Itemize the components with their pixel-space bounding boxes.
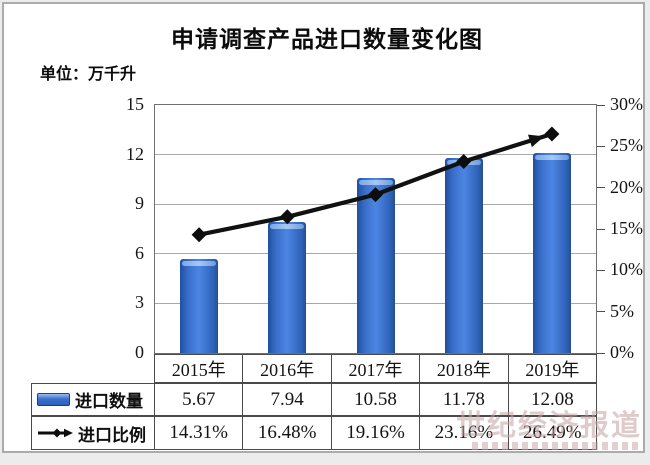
ratio-line <box>198 132 553 237</box>
right-axis-tick-label: 0% <box>610 342 634 362</box>
bar-2019年 <box>532 153 571 353</box>
table-value-cell: 7.94 <box>242 384 330 415</box>
right-axis-tick <box>597 145 605 147</box>
chart-title: 申请调查产品进口数量变化图 <box>171 26 483 52</box>
right-axis-tick-label: 10% <box>610 259 643 280</box>
table-value-cell: 10.58 <box>330 384 419 415</box>
data-point-2017年 <box>368 187 383 203</box>
legend-label: 进口比例 <box>78 425 146 445</box>
right-axis-tick <box>597 269 605 271</box>
table-value-cell: 11.78 <box>419 384 507 415</box>
table-value-cell: 23.16% <box>419 417 507 449</box>
right-axis-tick <box>597 104 605 106</box>
table-row-import-quantity: 进口数量 5.67 7.94 10.58 11.78 12.08 <box>31 383 597 416</box>
table-value-cell: 12.08 <box>507 384 596 415</box>
legend-cell: 进口数量 <box>32 384 154 415</box>
plot-area <box>154 104 597 354</box>
bar-2015年 <box>180 259 219 353</box>
legend-label: 进口数量 <box>75 392 143 411</box>
legend-cell: 进口比例 <box>32 417 154 449</box>
bar-2016年 <box>268 221 307 353</box>
left-axis-tick-label: 12 <box>126 143 144 164</box>
right-axis-tick-label: 15% <box>610 218 643 238</box>
bar-2018年 <box>444 158 483 353</box>
right-axis-tick-label: 25% <box>610 135 643 156</box>
right-axis-tick-label: 20% <box>610 176 643 197</box>
left-axis-tick-label: 6 <box>135 242 144 263</box>
right-axis-tick-label: 5% <box>610 300 634 321</box>
unit-label: 单位：万千升 <box>40 66 137 83</box>
left-axis-tick-label: 15 <box>126 94 144 114</box>
category-label: 2019年 <box>507 355 596 382</box>
left-axis-tick-label: 9 <box>135 193 144 214</box>
table-value-cell: 26.49% <box>507 417 596 449</box>
table-value-cell: 19.16% <box>330 417 419 449</box>
line-legend-swatch-icon <box>38 428 73 438</box>
bar-legend-swatch-icon <box>37 393 70 406</box>
category-label: 2017年 <box>330 355 419 382</box>
category-label: 2018年 <box>419 355 507 382</box>
right-axis-tick <box>597 187 605 189</box>
right-axis-tick <box>597 352 605 354</box>
left-axis-tick-label: 3 <box>135 292 144 313</box>
data-point-2016年 <box>279 209 295 225</box>
data-point-2015年 <box>191 227 207 243</box>
table-value-cell: 5.67 <box>154 384 242 415</box>
data-point-2019年 <box>544 126 560 142</box>
right-axis-tick-label: 30% <box>610 94 643 114</box>
line-series <box>191 126 560 243</box>
bar-2017年 <box>356 178 395 353</box>
table-value-cell: 14.31% <box>154 417 242 449</box>
data-point-2018年 <box>456 154 472 170</box>
category-label: 2015年 <box>171 359 226 380</box>
table-value-cell: 16.48% <box>242 417 330 449</box>
chart-card: 申请调查产品进口数量变化图 单位：万千升 2015年 2016年 2017年 2018… <box>2 2 645 453</box>
right-axis-tick <box>597 228 605 230</box>
category-axis-row: 2015年 2016年 2017年 2018年 2019年 <box>154 354 597 383</box>
gridline <box>155 154 596 156</box>
category-label: 2016年 <box>242 355 330 382</box>
line-end-arrow <box>528 134 545 148</box>
right-axis-tick <box>597 311 605 313</box>
table-row-import-ratio: 进口比例 14.31% 16.48% 19.16% 23.16% 26.49% <box>31 416 597 450</box>
left-axis-tick-label: 0 <box>135 342 144 362</box>
